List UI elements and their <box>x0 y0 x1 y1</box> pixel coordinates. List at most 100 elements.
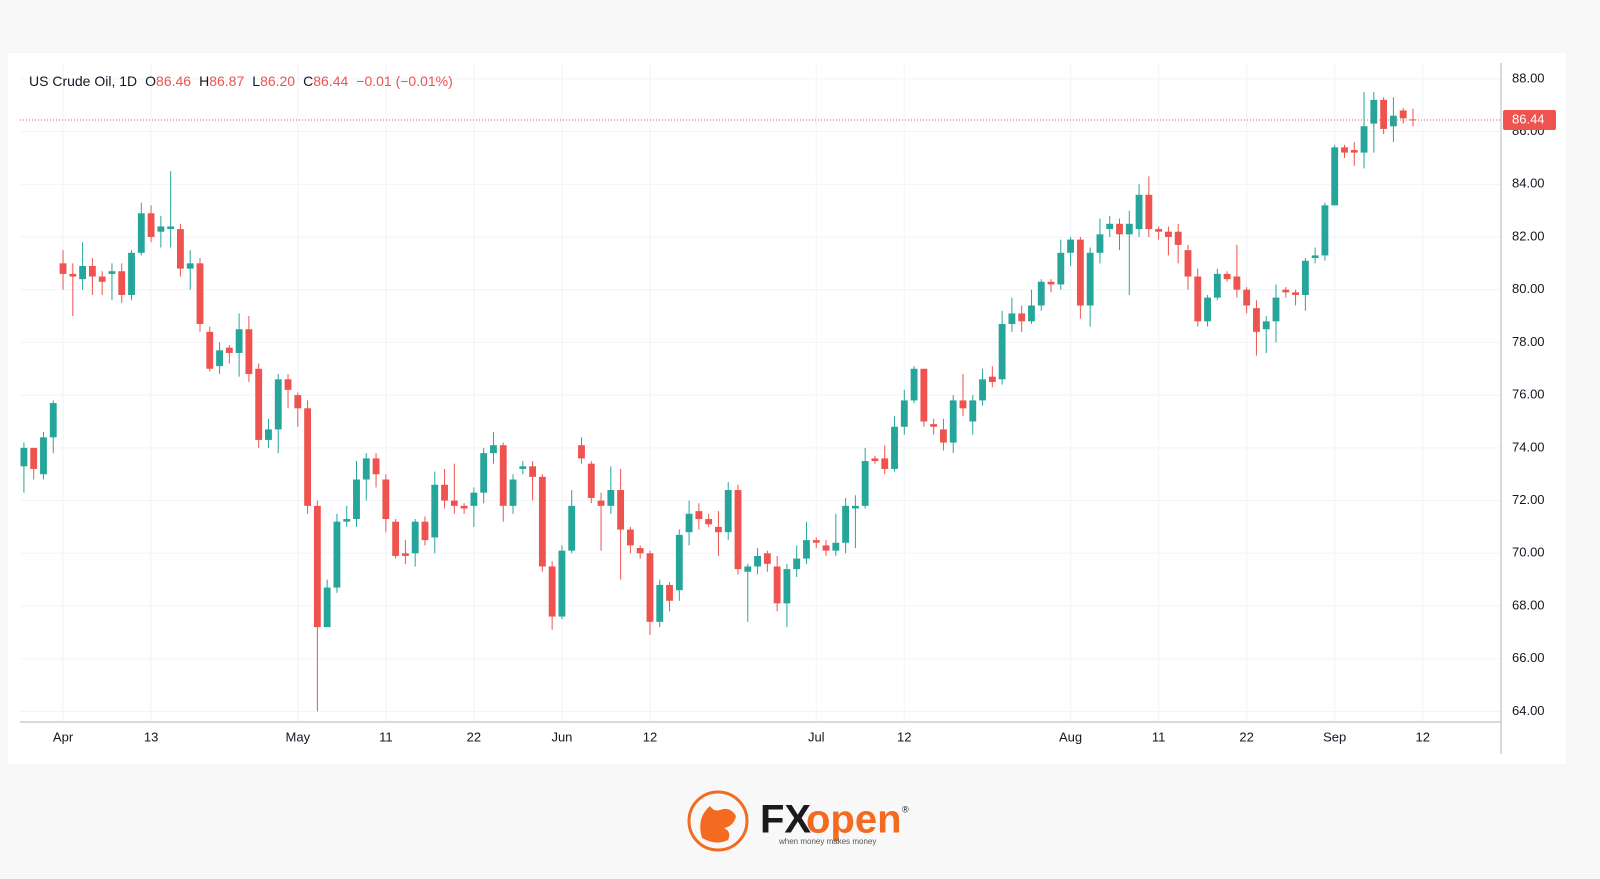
y-tick-label: 82.00 <box>1512 228 1545 243</box>
candle-body <box>607 490 615 506</box>
candle-body <box>265 429 272 440</box>
candle-body <box>940 429 947 443</box>
candle-body <box>861 461 869 506</box>
candle-body <box>1106 223 1114 230</box>
candle-body <box>206 331 214 369</box>
candle-body <box>1047 281 1055 285</box>
candle-body <box>832 542 840 551</box>
y-tick-label: 72.00 <box>1512 492 1545 507</box>
candle-body <box>959 400 967 409</box>
candle-body <box>900 400 908 427</box>
candle-body <box>216 350 223 367</box>
candle-body <box>128 252 135 295</box>
candle-body <box>177 229 184 269</box>
candle-body <box>49 403 57 438</box>
candle-body <box>715 526 722 533</box>
candle-body <box>69 273 77 277</box>
candle-body <box>1184 250 1192 277</box>
candle-body <box>88 265 96 277</box>
x-tick-label: 11 <box>379 729 393 744</box>
candle-body <box>1321 205 1329 256</box>
candle-body <box>1262 321 1270 330</box>
logo-icon <box>700 806 736 843</box>
brand-open: open <box>806 798 902 842</box>
x-tick-label: May <box>286 729 311 744</box>
candle-body <box>1331 147 1339 206</box>
candle-body <box>949 400 957 443</box>
candle-body <box>998 323 1006 380</box>
candle-body <box>1272 297 1280 322</box>
y-tick-label: 64.00 <box>1512 703 1545 718</box>
candle-body <box>1037 281 1045 306</box>
candle-body <box>323 587 331 628</box>
candle-body <box>372 458 380 475</box>
candle-body <box>1096 234 1104 253</box>
candle-body <box>666 584 673 601</box>
candle-body <box>656 584 664 622</box>
candle-body <box>1164 231 1172 237</box>
x-tick-label: 22 <box>1239 729 1253 744</box>
candle-body <box>470 492 478 506</box>
x-tick-label: Jun <box>551 729 572 744</box>
candle-body <box>294 395 302 409</box>
candle-body <box>1125 223 1133 235</box>
x-tick-label: 13 <box>144 729 158 744</box>
change: −0.01 (−0.01%) <box>356 73 453 89</box>
candle-body <box>773 566 781 604</box>
y-tick-label: 80.00 <box>1512 281 1545 296</box>
candle-body <box>695 511 703 520</box>
ohlc-value: 86.46 <box>156 73 191 89</box>
candle-body <box>705 519 713 525</box>
candle-body <box>587 463 595 498</box>
candle-body <box>1233 276 1241 290</box>
candle-body <box>793 558 801 570</box>
x-tick-label: 12 <box>897 729 911 744</box>
candle-body <box>734 490 742 570</box>
candle-body <box>245 329 253 375</box>
candle-body <box>421 521 429 541</box>
candle-body <box>284 379 292 390</box>
candle-body <box>1145 194 1153 230</box>
candle-body <box>891 426 898 469</box>
candle-body <box>40 437 47 475</box>
candle-body <box>274 379 282 430</box>
candle-body <box>548 566 556 617</box>
candle-body <box>1008 313 1016 324</box>
candle-body <box>411 521 419 554</box>
candle-body <box>1311 255 1319 259</box>
candle-body <box>441 484 448 501</box>
candles <box>20 91 1417 712</box>
y-tick-label: 74.00 <box>1512 439 1545 454</box>
candle-body <box>1389 115 1397 127</box>
candle-body <box>988 376 996 382</box>
candle-body <box>362 458 370 480</box>
candle-body <box>343 519 351 522</box>
last-price-box <box>1503 109 1556 130</box>
candle-body <box>167 226 175 230</box>
x-tick-label: 11 <box>1152 729 1166 744</box>
candle-body <box>186 263 194 269</box>
candle-body <box>930 424 938 427</box>
candle-body <box>529 466 537 477</box>
candle-body <box>812 540 820 543</box>
candle-body <box>480 453 488 493</box>
candle-body <box>1135 194 1143 230</box>
x-tick-label: 12 <box>1416 729 1430 744</box>
candle-body <box>1253 308 1260 332</box>
candle-body <box>1028 305 1035 322</box>
candle-body <box>1155 229 1163 232</box>
logo: FX open ® when money makes money <box>687 790 909 852</box>
candle-body <box>20 447 28 467</box>
candle-body <box>401 553 409 556</box>
candle-body <box>108 271 116 274</box>
candle-body <box>1067 239 1075 253</box>
candle-body <box>920 368 928 422</box>
candle-body <box>1086 252 1094 306</box>
candle-body <box>1380 99 1388 129</box>
candle-body <box>1174 231 1182 245</box>
y-tick-label: 66.00 <box>1512 650 1545 665</box>
candle-body <box>98 276 106 282</box>
candle-body <box>1292 292 1300 295</box>
candle-body <box>578 445 585 459</box>
